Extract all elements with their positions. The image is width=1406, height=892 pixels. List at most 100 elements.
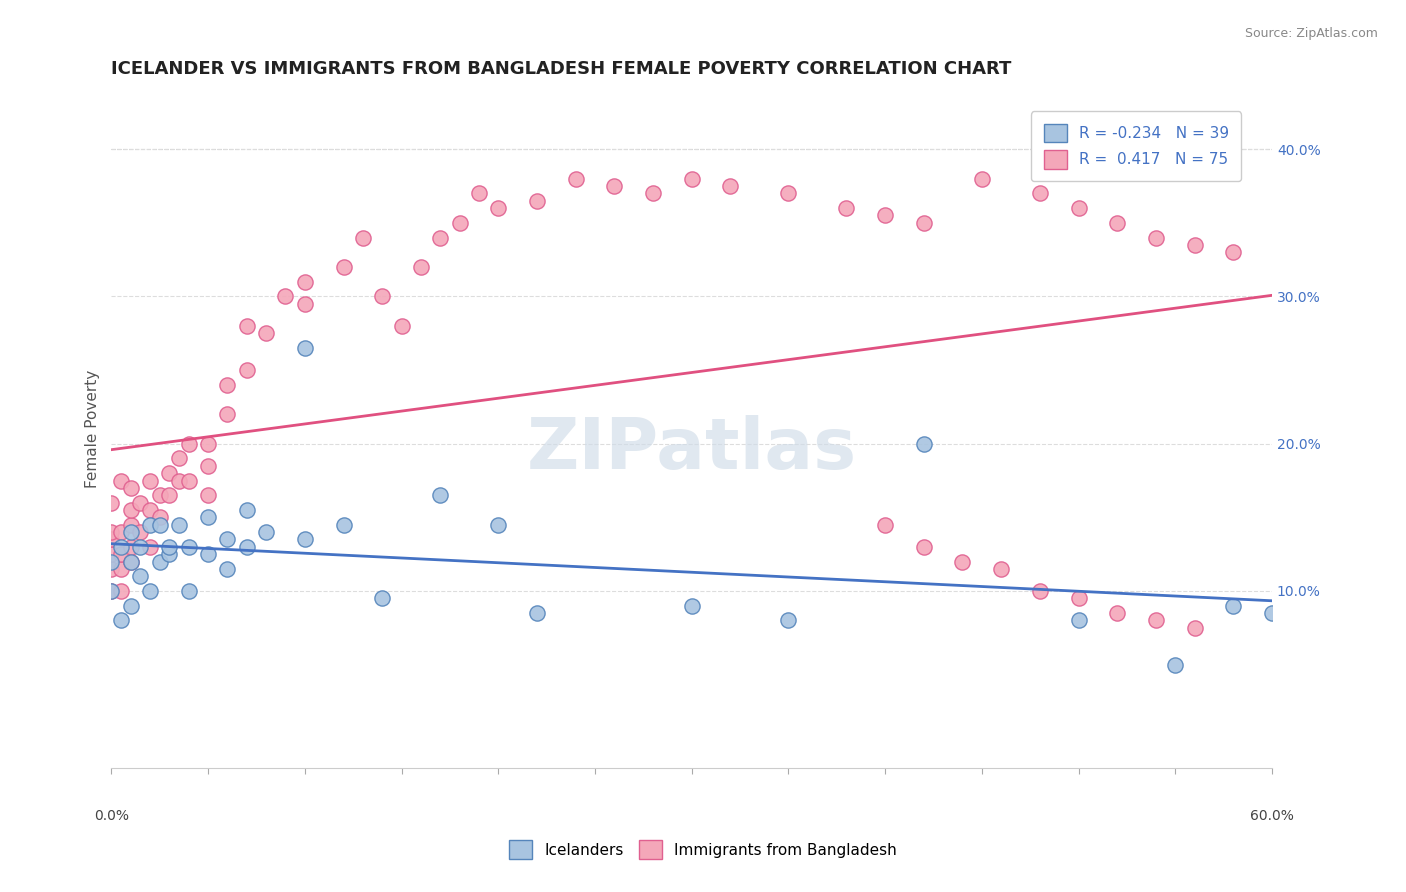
Point	[875, 209, 897, 223]
Point	[100, 533, 122, 547]
Point	[110, 562, 132, 576]
Point	[970, 171, 993, 186]
Point	[159, 466, 181, 480]
Point	[681, 171, 703, 186]
Point	[718, 179, 741, 194]
Point	[1029, 584, 1052, 599]
Point	[110, 524, 132, 539]
Point	[129, 569, 152, 583]
Point	[167, 474, 190, 488]
Point	[1164, 657, 1187, 672]
Point	[177, 436, 200, 450]
Point	[197, 510, 219, 524]
Point	[409, 260, 432, 274]
Point	[1067, 591, 1090, 606]
Point	[177, 474, 200, 488]
Text: ICELANDER VS IMMIGRANTS FROM BANGLADESH FEMALE POVERTY CORRELATION CHART: ICELANDER VS IMMIGRANTS FROM BANGLADESH …	[111, 60, 1012, 78]
Point	[100, 547, 122, 561]
Point	[1184, 621, 1206, 635]
Point	[100, 562, 122, 576]
Legend: Icelanders, Immigrants from Bangladesh: Icelanders, Immigrants from Bangladesh	[502, 832, 904, 866]
Point	[1144, 614, 1167, 628]
Point	[139, 503, 162, 517]
Point	[120, 540, 142, 554]
Point	[294, 341, 316, 355]
Point	[391, 318, 413, 333]
Point	[217, 407, 239, 421]
Point	[429, 230, 451, 244]
Point	[294, 275, 316, 289]
Point	[120, 554, 142, 568]
Point	[236, 318, 259, 333]
Point	[100, 524, 122, 539]
Point	[449, 216, 471, 230]
Point	[332, 517, 354, 532]
Point	[294, 297, 316, 311]
Point	[120, 554, 142, 568]
Point	[1029, 186, 1052, 201]
Point	[100, 584, 122, 599]
Point	[100, 495, 122, 509]
Point	[371, 289, 394, 303]
Point	[129, 495, 152, 509]
Point	[120, 524, 142, 539]
Point	[352, 230, 374, 244]
Point	[197, 436, 219, 450]
Point	[167, 517, 190, 532]
Point	[139, 474, 162, 488]
Point	[129, 540, 152, 554]
Text: 60.0%: 60.0%	[1250, 809, 1294, 823]
Point	[912, 436, 935, 450]
Point	[564, 171, 586, 186]
Point	[100, 554, 122, 568]
Point	[371, 591, 394, 606]
Point	[1067, 614, 1090, 628]
Point	[1261, 606, 1284, 620]
Text: Source: ZipAtlas.com: Source: ZipAtlas.com	[1244, 27, 1378, 40]
Point	[217, 562, 239, 576]
Point	[177, 540, 200, 554]
Point	[875, 517, 897, 532]
Point	[1222, 245, 1244, 260]
Point	[1067, 201, 1090, 215]
Point	[332, 260, 354, 274]
Point	[236, 540, 259, 554]
Point	[1107, 216, 1129, 230]
Point	[429, 488, 451, 502]
Point	[952, 554, 974, 568]
Point	[1144, 230, 1167, 244]
Point	[254, 326, 277, 341]
Point	[254, 524, 277, 539]
Point	[159, 488, 181, 502]
Point	[603, 179, 626, 194]
Point	[486, 517, 509, 532]
Point	[110, 547, 132, 561]
Point	[149, 517, 172, 532]
Point	[681, 599, 703, 613]
Point	[120, 481, 142, 495]
Y-axis label: Female Poverty: Female Poverty	[86, 370, 100, 488]
Text: ZIPatlas: ZIPatlas	[527, 415, 856, 483]
Point	[1107, 606, 1129, 620]
Point	[912, 540, 935, 554]
Point	[149, 554, 172, 568]
Text: 0.0%: 0.0%	[94, 809, 129, 823]
Point	[100, 584, 122, 599]
Point	[197, 488, 219, 502]
Point	[1222, 599, 1244, 613]
Point	[486, 201, 509, 215]
Point	[835, 201, 858, 215]
Point	[149, 488, 172, 502]
Point	[110, 614, 132, 628]
Point	[217, 533, 239, 547]
Point	[641, 186, 664, 201]
Point	[149, 510, 172, 524]
Point	[120, 517, 142, 532]
Point	[526, 194, 548, 208]
Legend: R = -0.234   N = 39, R =  0.417   N = 75: R = -0.234 N = 39, R = 0.417 N = 75	[1032, 112, 1241, 181]
Point	[274, 289, 297, 303]
Point	[990, 562, 1012, 576]
Point	[129, 524, 152, 539]
Point	[217, 377, 239, 392]
Point	[236, 503, 259, 517]
